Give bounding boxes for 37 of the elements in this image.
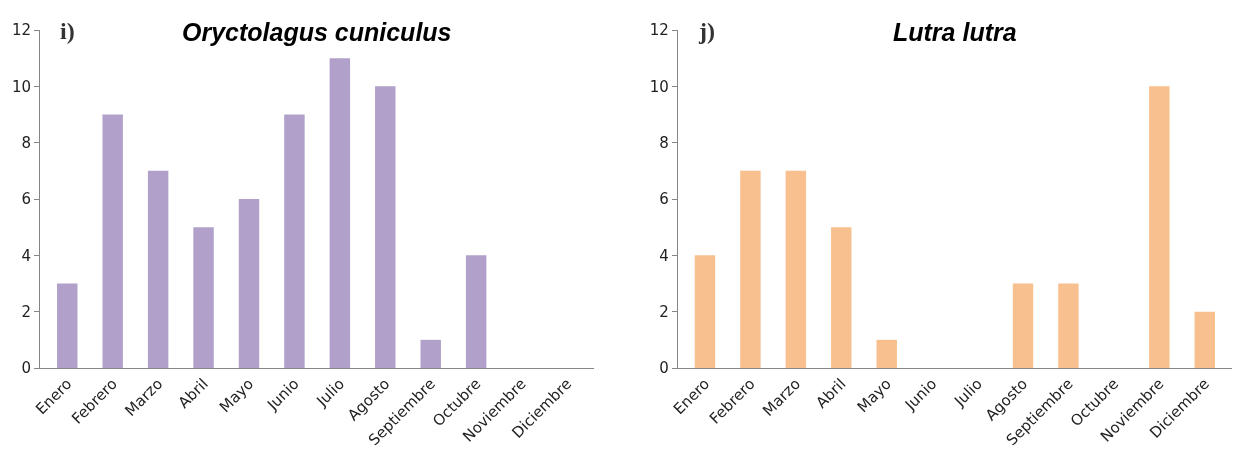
y-tick-label: 4 xyxy=(659,246,669,265)
bar xyxy=(1194,311,1215,368)
bar xyxy=(375,86,396,368)
bar xyxy=(193,227,214,368)
bar xyxy=(1058,283,1079,368)
annotation: j) xyxy=(698,18,715,44)
y-tick-label: 2 xyxy=(21,302,31,321)
y-tick-label: 0 xyxy=(21,359,31,378)
bar xyxy=(740,170,761,368)
bar xyxy=(57,283,78,368)
y-tick-label: 10 xyxy=(649,77,669,96)
bar xyxy=(1012,283,1034,368)
y-tick-label: 6 xyxy=(21,190,31,209)
y-tick-label: 10 xyxy=(11,77,31,96)
y-tick-label: 12 xyxy=(649,21,669,40)
chart-title: Oryctolagus cuniculus xyxy=(182,18,452,46)
bar xyxy=(694,255,716,368)
bar xyxy=(147,170,169,368)
bar xyxy=(102,114,123,368)
bar xyxy=(1149,86,1170,368)
bar xyxy=(238,199,260,368)
bar xyxy=(465,255,487,368)
y-tick-label: 6 xyxy=(659,190,669,209)
y-tick-label: 8 xyxy=(659,133,669,152)
y-tick-label: 2 xyxy=(659,302,669,321)
y-tick-label: 4 xyxy=(21,246,31,265)
bar xyxy=(785,170,807,368)
bar xyxy=(420,339,441,368)
y-tick-label: 8 xyxy=(21,133,31,152)
y-tick-label: 0 xyxy=(659,359,669,378)
bar xyxy=(876,339,897,368)
bar xyxy=(831,227,852,368)
annotation: i) xyxy=(60,18,75,44)
bar xyxy=(284,114,305,368)
chart-title: Lutra lutra xyxy=(893,18,1017,46)
y-tick-label: 12 xyxy=(11,21,31,40)
bar xyxy=(329,58,351,368)
